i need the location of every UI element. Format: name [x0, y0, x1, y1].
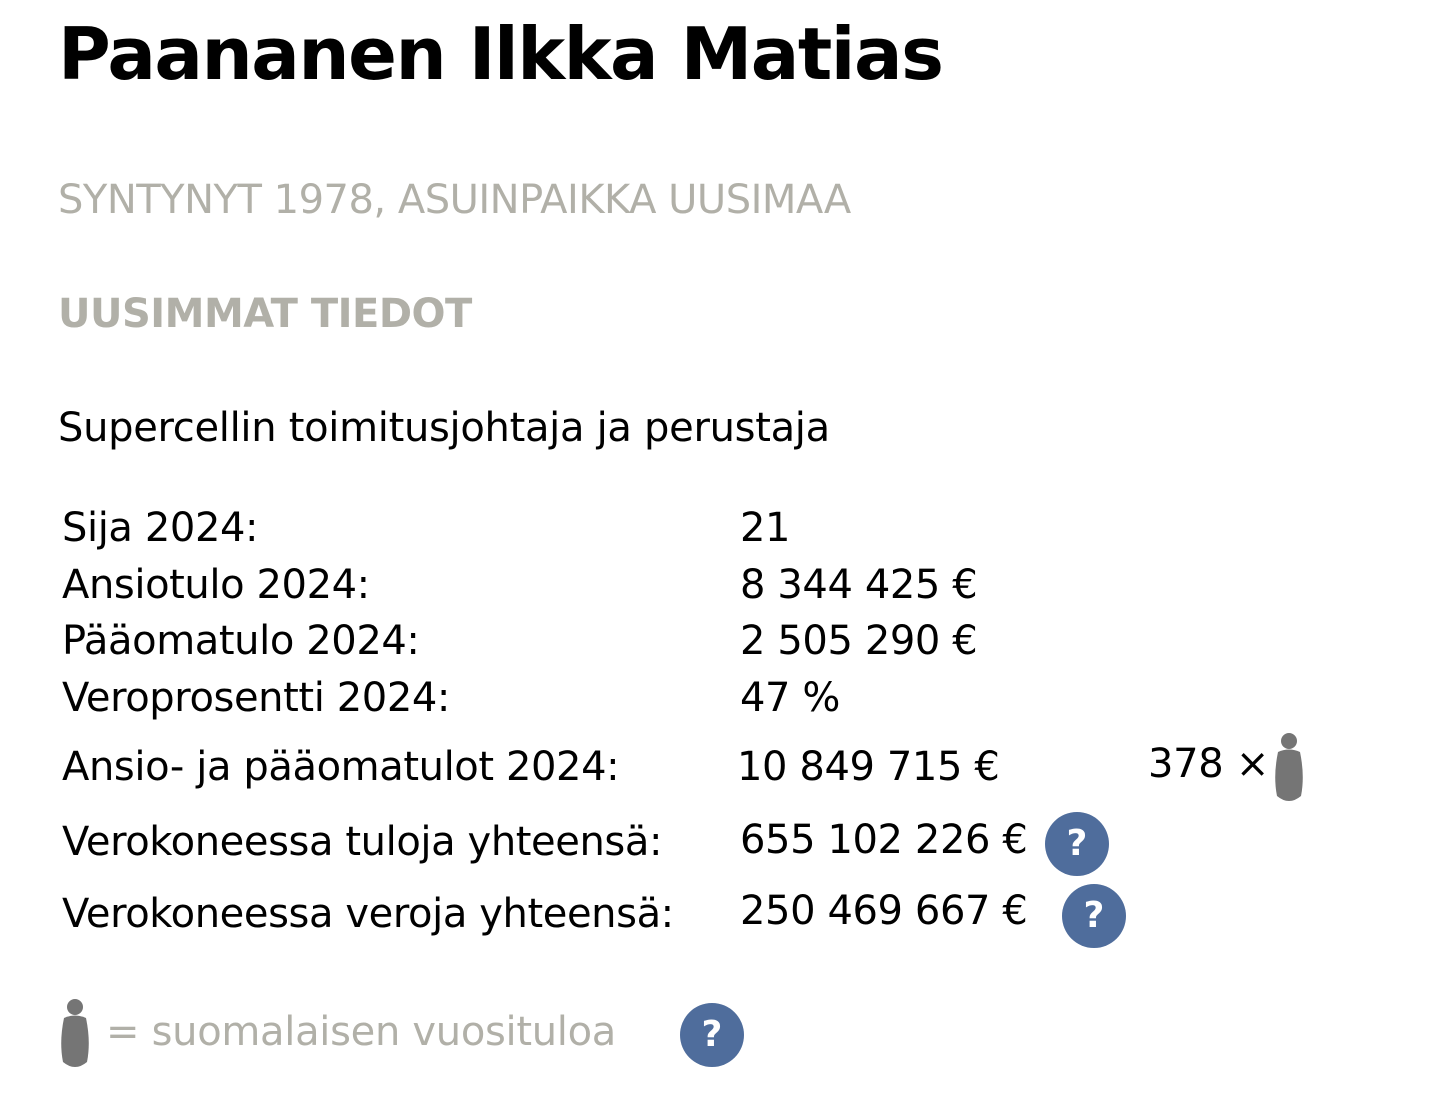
stat-label-earned-income: Ansiotulo 2024:	[62, 562, 370, 608]
legend-text: = suomalaisen vuosituloa	[106, 1009, 617, 1055]
stat-value-tax-rate: 47 %	[740, 675, 841, 721]
stat-label-total-income: Ansio- ja pääomatulot 2024:	[62, 744, 620, 790]
person-name: Paananen Ilkka Matias	[58, 12, 944, 96]
person-subtitle: SYNTYNYT 1978, ASUINPAIKKA UUSIMAA	[58, 177, 851, 223]
stat-value-taxmachine-taxes: 250 469 667 €	[740, 888, 1028, 934]
legend-help-button[interactable]: ?	[680, 1003, 744, 1067]
taxmachine-income-help-button[interactable]: ?	[1045, 812, 1109, 876]
stat-value-capital-income: 2 505 290 €	[740, 618, 978, 664]
stat-value-taxmachine-income: 655 102 226 €	[740, 817, 1028, 863]
person-icon	[1275, 733, 1303, 801]
stat-label-capital-income: Pääomatulo 2024:	[62, 618, 420, 664]
section-heading: UUSIMMAT TIEDOT	[58, 291, 472, 337]
person-icon	[61, 999, 89, 1067]
income-multiplier: 378 ×	[1148, 741, 1270, 787]
stat-label-taxmachine-income: Verokoneessa tuloja yhteensä:	[62, 819, 663, 865]
stat-value-earned-income: 8 344 425 €	[740, 562, 978, 608]
stat-label-tax-rate: Veroprosentti 2024:	[62, 675, 451, 721]
stat-value-rank: 21	[740, 505, 791, 551]
taxmachine-taxes-help-button[interactable]: ?	[1062, 884, 1126, 948]
stat-value-total-income: 10 849 715 €	[737, 744, 1000, 790]
stat-label-taxmachine-taxes: Verokoneessa veroja yhteensä:	[62, 891, 674, 937]
stat-label-rank: Sija 2024:	[62, 505, 259, 551]
person-role: Supercellin toimitusjohtaja ja perustaja	[58, 405, 830, 451]
